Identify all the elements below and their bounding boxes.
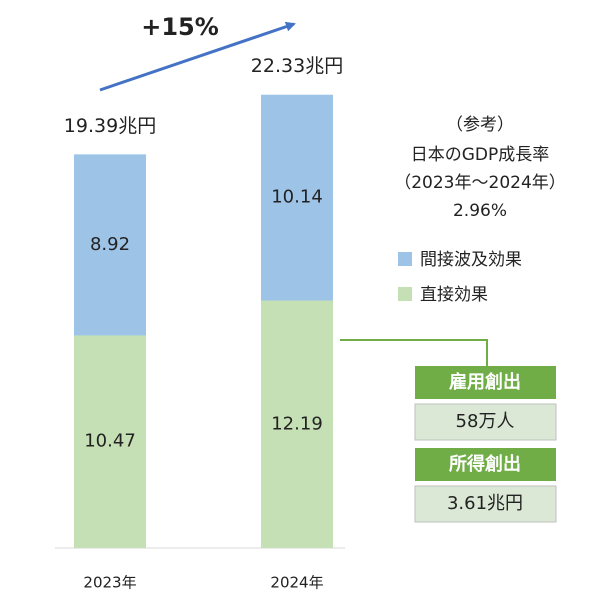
effect-value-box [414,403,557,441]
bar-segment [261,94,333,301]
legend-label: 直接効果 [420,285,488,305]
effect-title-box [415,448,556,481]
bar-segment [74,335,146,548]
growth-arrow [99,21,296,92]
total-label: 19.39兆円 [64,115,156,137]
connector [340,339,488,366]
note-line: （参考） [446,115,514,135]
effect-value: 3.61兆円 [447,493,523,514]
growth-label: +15% [141,13,219,41]
note-line: 日本のGDP成長率 [411,145,550,165]
value-label: 12.19 [271,413,323,434]
note-line: 2.96% [453,201,507,221]
legend-swatch [398,252,412,266]
effect-title-box [415,366,556,399]
effect-value: 58万人 [456,411,515,432]
bar-segment [74,154,146,336]
effect-title: 雇用創出 [449,371,521,393]
value-label: 10.47 [84,431,136,452]
value-label: 8.92 [90,234,130,255]
legend-label: 間接波及効果 [420,250,522,270]
x-tick-label: 2024年 [270,574,323,592]
note-line: （2023年～2024年） [394,173,566,193]
legend-swatch [398,287,412,301]
value-label: 10.14 [271,187,323,208]
x-tick-label: 2023年 [83,574,136,592]
total-label: 22.33兆円 [251,55,343,77]
effect-title: 所得創出 [449,453,521,475]
bar-segment [261,300,333,548]
effect-value-box [414,485,557,523]
